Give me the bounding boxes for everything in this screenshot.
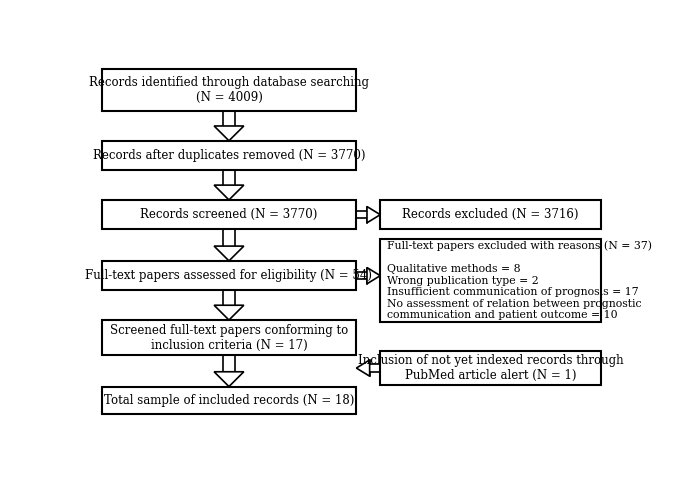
Text: Records after duplicates removed (N = 3770): Records after duplicates removed (N = 37… <box>92 149 365 162</box>
Text: Full-text papers assessed for eligibility (N = 54): Full-text papers assessed for eligibilit… <box>86 269 373 282</box>
FancyBboxPatch shape <box>101 261 356 290</box>
Text: Inclusion of not yet indexed records through
PubMed article alert (N = 1): Inclusion of not yet indexed records thr… <box>358 354 623 382</box>
Polygon shape <box>356 360 370 376</box>
Polygon shape <box>214 126 244 141</box>
FancyBboxPatch shape <box>101 141 356 170</box>
FancyBboxPatch shape <box>380 200 601 229</box>
Polygon shape <box>214 246 244 261</box>
Text: Records excluded (N = 3716): Records excluded (N = 3716) <box>402 208 579 221</box>
FancyBboxPatch shape <box>101 320 356 355</box>
FancyBboxPatch shape <box>380 351 601 384</box>
FancyBboxPatch shape <box>101 386 356 414</box>
Polygon shape <box>214 372 244 386</box>
Polygon shape <box>214 305 244 320</box>
Polygon shape <box>367 267 380 284</box>
Text: Full-text papers excluded with reasons (N = 37)

Qualitative methods = 8
Wrong p: Full-text papers excluded with reasons (… <box>387 240 652 320</box>
Text: Records screened (N = 3770): Records screened (N = 3770) <box>140 208 318 221</box>
Text: Screened full-text papers conforming to
inclusion criteria (N = 17): Screened full-text papers conforming to … <box>110 324 348 351</box>
FancyBboxPatch shape <box>380 239 601 322</box>
Polygon shape <box>214 185 244 200</box>
FancyBboxPatch shape <box>101 200 356 229</box>
Text: Records identified through database searching
(N = 4009): Records identified through database sear… <box>89 76 369 104</box>
FancyBboxPatch shape <box>101 69 356 111</box>
Text: Total sample of included records (N = 18): Total sample of included records (N = 18… <box>103 394 354 407</box>
Polygon shape <box>367 206 380 223</box>
